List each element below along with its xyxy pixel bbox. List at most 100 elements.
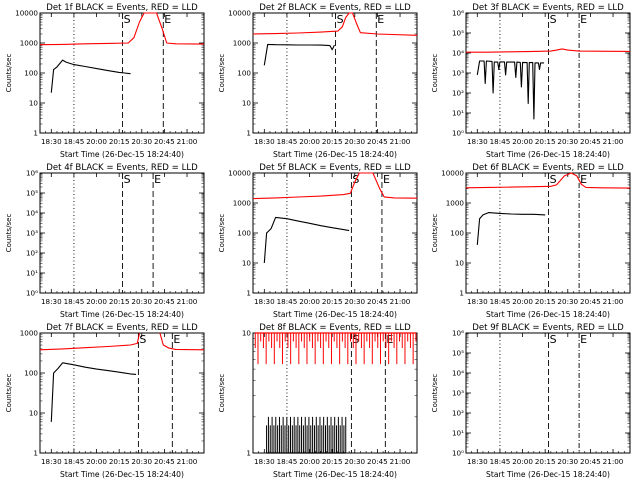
x-tick-label: 20:15 <box>109 457 130 466</box>
x-tick-label: 21:00 <box>177 297 198 306</box>
x-tick-label: 18:45 <box>490 457 511 466</box>
x-tick-label: 18:45 <box>64 137 85 146</box>
x-tick-label: 20:15 <box>322 297 343 306</box>
x-tick-label: 18:30 <box>467 297 488 306</box>
x-tick-label: 20:00 <box>512 457 533 466</box>
x-tick-label: 20:45 <box>367 137 388 146</box>
marker-label-top: E <box>383 173 390 186</box>
series-events-black <box>263 43 335 66</box>
y-tick-label: 10¹ <box>452 109 464 118</box>
x-tick-label: 20:45 <box>154 297 175 306</box>
y-axis-label: Counts/sec <box>5 374 13 413</box>
x-tick-label: 20:00 <box>86 457 107 466</box>
x-tick-label: 20:30 <box>557 297 578 306</box>
x-tick-label: 20:15 <box>109 137 130 146</box>
y-tick-label: 10 <box>455 259 465 268</box>
y-tick-label: 10000 <box>441 169 464 178</box>
series-lld-red <box>465 172 631 189</box>
x-axis-label: Start Time (26-Dec-15 18:24:40) <box>273 470 397 479</box>
x-axis-label: Start Time (26-Dec-15 18:24:40) <box>60 150 184 159</box>
x-tick-label: 21:00 <box>177 457 198 466</box>
y-tick-label: 1 <box>246 129 251 138</box>
y-axis-label: Counts/sec <box>431 374 439 413</box>
x-tick-label: 18:30 <box>41 297 62 306</box>
y-tick-label: 10³ <box>26 229 38 238</box>
panel-title: Det 8f BLACK = Events, RED = LLD <box>259 323 411 333</box>
x-tick-label: 20:00 <box>299 457 320 466</box>
y-tick-label: 10⁰ <box>452 449 464 458</box>
y-axis-label: Counts/sec <box>218 54 226 93</box>
x-axis-label: Start Time (26-Dec-15 18:24:40) <box>486 150 610 159</box>
x-tick-label: 20:30 <box>344 137 365 146</box>
panel-det-1f: Det 1f BLACK = Events, RED = LLD Start Ti… <box>5 3 205 159</box>
x-tick-label: 20:30 <box>344 297 365 306</box>
panel-det-7f: Det 7f BLACK = Events, RED = LLD Start Ti… <box>5 323 205 479</box>
x-tick-label: 20:15 <box>109 297 130 306</box>
y-axis-label: Counts/sec <box>431 214 439 253</box>
x-tick-label: 20:15 <box>322 137 343 146</box>
x-tick-label: 20:30 <box>344 457 365 466</box>
marker-label-top: S <box>124 173 131 186</box>
y-axis-label: Counts/sec <box>5 54 13 93</box>
y-tick-label: 10 <box>242 259 252 268</box>
marker-label-top: E <box>386 333 393 346</box>
x-tick-label: 20:15 <box>535 137 556 146</box>
y-tick-label: 100 <box>450 229 464 238</box>
y-tick-label: 10² <box>26 249 38 258</box>
panel-det-5f: Det 5f BLACK = Events, RED = LLD Start Ti… <box>218 163 418 319</box>
x-tick-label: 20:00 <box>512 297 533 306</box>
marker-label-top: E <box>377 13 384 26</box>
y-tick-label: 1 <box>33 449 38 458</box>
series-events-black <box>476 212 546 245</box>
y-tick-label: 1 <box>246 449 251 458</box>
marker-label-top: S <box>139 333 146 346</box>
x-tick-label: 20:45 <box>154 137 175 146</box>
panel-title: Det 3f BLACK = Events, RED = LLD <box>472 3 624 13</box>
y-tick-label: 1000 <box>446 199 465 208</box>
y-tick-label: 10000 <box>15 9 38 18</box>
panel-det-3f: Det 3f BLACK = Events, RED = LLD Start Ti… <box>431 3 631 159</box>
x-tick-label: 20:45 <box>367 297 388 306</box>
y-tick-label: 10000 <box>228 9 251 18</box>
series-events-black <box>50 59 131 93</box>
marker-label-top: E <box>154 173 161 186</box>
panel-title: Det 1f BLACK = Events, RED = LLD <box>46 3 198 13</box>
y-tick-label: 10¹ <box>26 269 38 278</box>
x-tick-label: 20:30 <box>557 457 578 466</box>
x-tick-label: 20:00 <box>512 137 533 146</box>
panel-det-4f: Det 4f BLACK = Events, RED = LLD Start Ti… <box>5 163 205 319</box>
series-events-black <box>50 362 137 422</box>
y-tick-label: 10² <box>452 89 464 98</box>
x-tick-label: 20:45 <box>367 457 388 466</box>
x-tick-label: 20:15 <box>322 457 343 466</box>
x-tick-label: 18:30 <box>467 137 488 146</box>
panel-title: Det 2f BLACK = Events, RED = LLD <box>259 3 411 13</box>
y-tick-label: 1000 <box>20 39 39 48</box>
y-tick-label: 10¹ <box>452 429 464 438</box>
x-tick-label: 18:45 <box>277 297 298 306</box>
panel-title: Det 7f BLACK = Events, RED = LLD <box>46 323 198 333</box>
x-tick-label: 20:00 <box>86 297 107 306</box>
x-tick-label: 18:45 <box>490 297 511 306</box>
y-axis-label: Counts/sec <box>431 54 439 93</box>
y-tick-label: 10⁶ <box>26 169 38 178</box>
x-tick-label: 20:00 <box>86 137 107 146</box>
x-tick-label: 20:30 <box>131 137 152 146</box>
series-lld-red <box>252 12 418 36</box>
marker-label-top: S <box>550 13 557 26</box>
x-tick-label: 18:30 <box>41 457 62 466</box>
x-tick-label: 20:45 <box>580 457 601 466</box>
panel-title: Det 6f BLACK = Events, RED = LLD <box>472 163 624 173</box>
y-tick-label: 100 <box>237 229 251 238</box>
panel-det-2f: Det 2f BLACK = Events, RED = LLD Start Ti… <box>218 3 418 159</box>
y-tick-label: 100 <box>24 69 38 78</box>
marker-label-top: E <box>580 13 587 26</box>
y-tick-label: 10⁵ <box>452 29 464 38</box>
x-tick-label: 20:45 <box>580 137 601 146</box>
y-tick-label: 1000 <box>233 39 252 48</box>
y-tick-label: 10 <box>242 329 252 338</box>
x-tick-label: 20:00 <box>299 297 320 306</box>
x-tick-label: 18:45 <box>490 137 511 146</box>
y-tick-label: 10 <box>29 99 39 108</box>
y-tick-label: 10⁵ <box>452 349 464 358</box>
